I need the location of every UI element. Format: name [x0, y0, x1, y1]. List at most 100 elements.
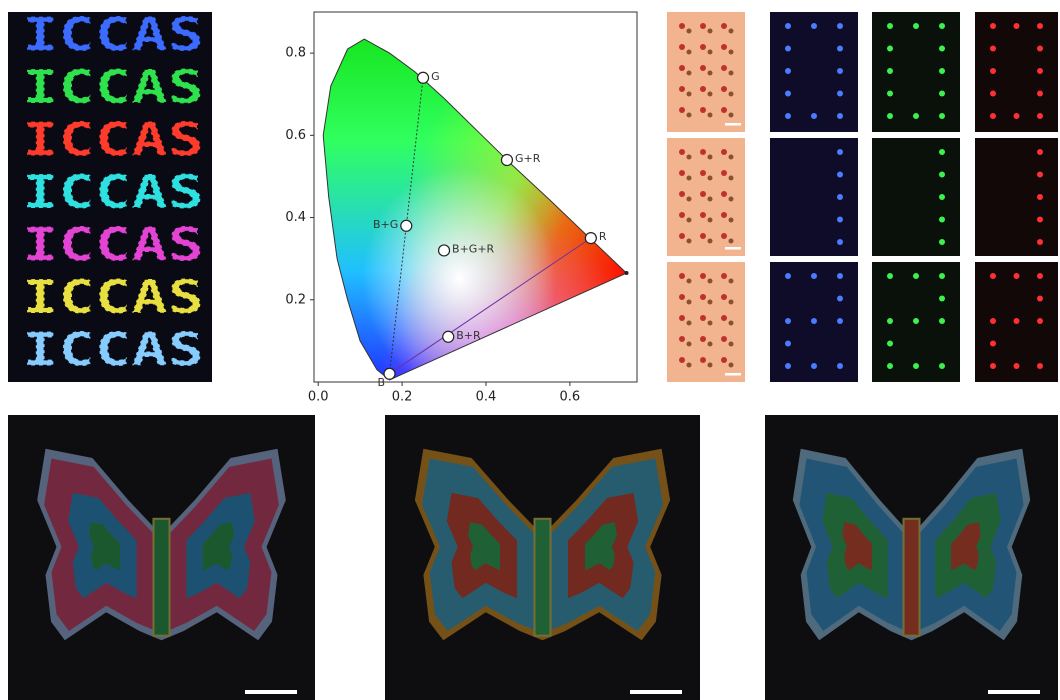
pixel-red [700, 336, 706, 342]
row-label: B+G+R [214, 348, 257, 361]
pixel-brown [686, 299, 692, 305]
pixel-red [721, 170, 727, 176]
led-dot [990, 363, 996, 369]
pixel-brown [686, 217, 692, 223]
pixel-brown [728, 217, 734, 223]
pixel-red [700, 86, 706, 92]
led-dot [837, 113, 843, 119]
led-dot [1037, 194, 1043, 200]
led-dot [785, 273, 791, 279]
pixel-brown [728, 362, 734, 368]
led-dot [887, 318, 893, 324]
point [437, 244, 451, 257]
led-dot [887, 363, 893, 369]
pixel-red [700, 273, 706, 279]
pixel-brown [707, 196, 713, 202]
pixel-brown [707, 70, 713, 76]
pixel-brown [707, 278, 713, 284]
pixel-brown [707, 112, 713, 118]
row-label: G+R [214, 296, 240, 309]
led-dot [939, 295, 945, 302]
led-dot [939, 68, 945, 74]
pixel-red [721, 233, 727, 239]
led-dot [939, 273, 945, 279]
pixel-brown [707, 175, 713, 181]
led-dot [785, 318, 791, 324]
pixel-red [721, 149, 727, 155]
led-dot [811, 23, 817, 29]
led-dot [1037, 23, 1043, 29]
led-dot [887, 340, 893, 347]
pixel-brown [707, 91, 713, 97]
pixel-brown [728, 341, 734, 347]
x-tick-label: 0.6 [560, 390, 581, 405]
pixel-brown [686, 320, 692, 326]
led-dot [811, 318, 817, 324]
scale-bar [245, 690, 297, 694]
pixel-brown [707, 362, 713, 368]
pixel-brown [707, 341, 713, 347]
x-tick-label: 0.0 [308, 390, 329, 405]
led-dot [939, 318, 945, 324]
led-dot [1037, 113, 1043, 119]
led-dot [939, 239, 945, 245]
pixel-brown [728, 91, 734, 97]
pixel-red [721, 65, 727, 71]
led-dot [1013, 318, 1020, 324]
pixel-brown [728, 196, 734, 202]
led-dot [1037, 90, 1043, 97]
led-dot [1037, 171, 1043, 178]
led-dot [785, 45, 791, 52]
led-dot [785, 23, 791, 29]
scale-bar [630, 690, 682, 694]
row-label: G [214, 86, 223, 99]
led-dot [785, 68, 791, 74]
led-dot [837, 194, 843, 200]
led-texture [8, 415, 315, 700]
led-dot [837, 45, 843, 52]
led-dot [990, 90, 996, 97]
x-tick-label: 0.4 [476, 390, 497, 405]
led-dot [811, 113, 817, 119]
pixel-brown [707, 154, 713, 160]
photo-tile [872, 138, 960, 256]
pixel-brown [707, 238, 713, 244]
led-word: ICCAS [22, 270, 204, 324]
led-dot [913, 318, 919, 324]
pixel-brown [728, 299, 734, 305]
led-dot [990, 23, 996, 29]
led-dot [811, 363, 817, 369]
y-tick-label: 0.4 [285, 210, 306, 225]
row-label: B+G [214, 191, 239, 204]
led-dot [939, 113, 945, 119]
pixel-red [700, 149, 706, 155]
pixel-red [679, 170, 685, 176]
led-dot [837, 273, 843, 279]
led-dot [990, 318, 996, 324]
led-dot [1037, 273, 1043, 279]
x-tick-label: 0.2 [392, 390, 413, 405]
led-dot [811, 273, 817, 279]
pixel-brown [707, 217, 713, 223]
led-dot [1037, 363, 1043, 369]
led-dot [939, 45, 945, 52]
pixel-red [721, 44, 727, 50]
led-dot [990, 273, 996, 279]
led-dot [1013, 273, 1020, 279]
led-dot [913, 113, 919, 119]
red-end [624, 271, 629, 276]
led-dot [837, 239, 843, 245]
led-dot [1037, 239, 1043, 245]
pixel-brown [686, 70, 692, 76]
led-dot [785, 363, 791, 369]
point [442, 330, 455, 343]
pixel-red [679, 315, 685, 321]
pixel-red [700, 107, 706, 113]
row-label: B [214, 33, 222, 46]
led-word: ICCAS [22, 218, 204, 272]
scale-bar [725, 247, 741, 250]
pixel-red [721, 294, 727, 300]
mix-line [389, 237, 592, 375]
pixel-red [679, 44, 685, 50]
led-dot [837, 23, 843, 29]
